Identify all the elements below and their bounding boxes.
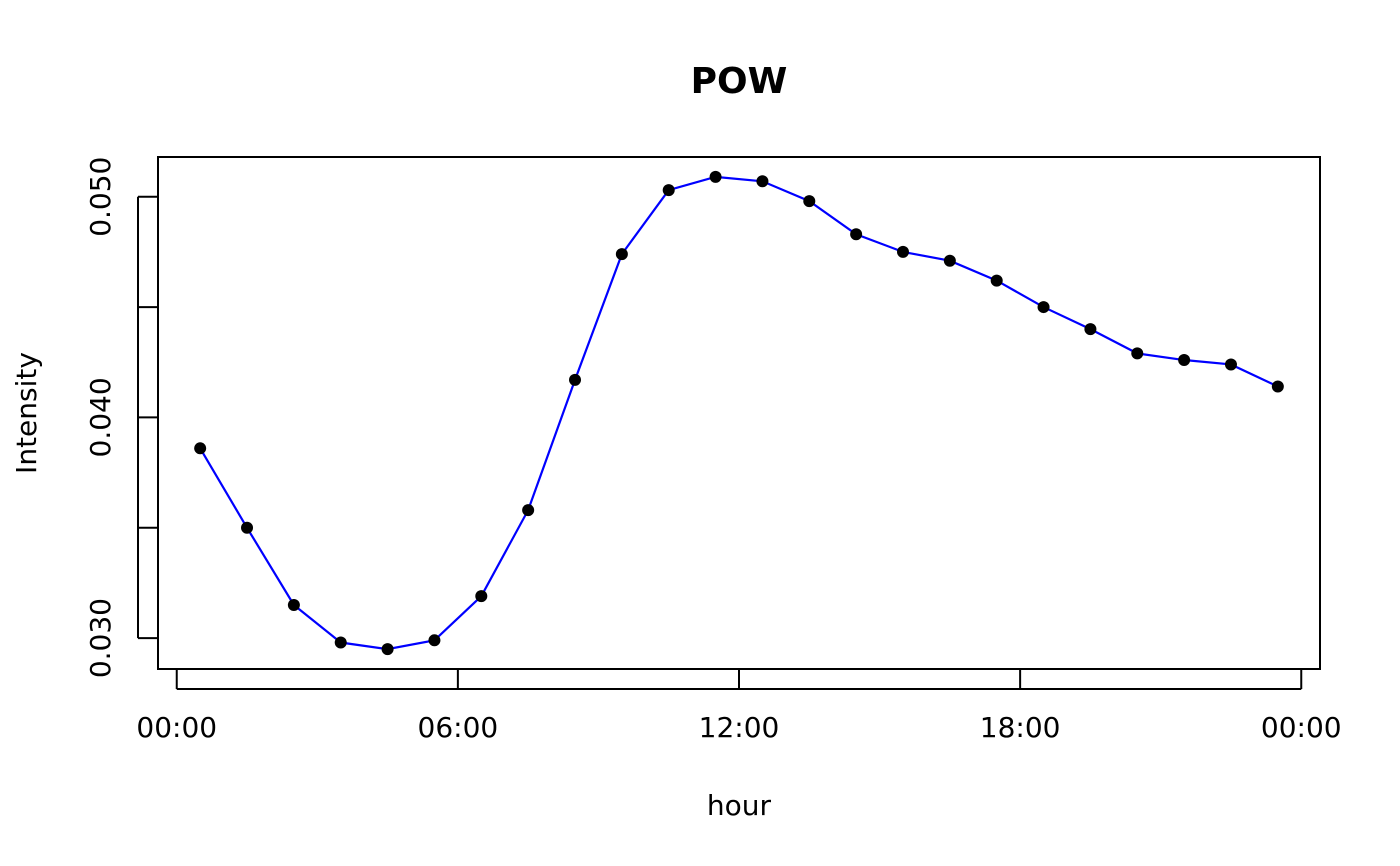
y-tick-label: 0.030 bbox=[84, 598, 117, 678]
data-point bbox=[569, 373, 582, 386]
data-point bbox=[803, 195, 816, 208]
data-point bbox=[615, 248, 628, 261]
x-tick-label: 12:00 bbox=[699, 711, 780, 744]
data-point bbox=[756, 175, 769, 188]
y-tick-label: 0.040 bbox=[84, 377, 117, 457]
data-point bbox=[1131, 347, 1144, 360]
data-point bbox=[1037, 301, 1050, 314]
data-point bbox=[850, 228, 863, 241]
data-point bbox=[522, 504, 535, 517]
data-point bbox=[241, 521, 254, 534]
data-point bbox=[194, 442, 207, 455]
x-axis-label: hour bbox=[707, 789, 772, 822]
x-tick-label: 00:00 bbox=[1261, 711, 1342, 744]
data-point bbox=[428, 634, 441, 647]
data-point bbox=[896, 245, 909, 258]
plot-frame bbox=[157, 156, 1321, 670]
y-axis-label: Intensity bbox=[10, 352, 43, 474]
data-point bbox=[1271, 380, 1284, 393]
y-tick-label: 0.050 bbox=[84, 157, 117, 237]
data-point bbox=[1224, 358, 1237, 371]
data-point bbox=[334, 636, 347, 649]
data-point bbox=[287, 599, 300, 611]
y-axis: 0.030 0.040 0.050 bbox=[84, 157, 158, 678]
data-point bbox=[709, 170, 722, 183]
data-point bbox=[1084, 323, 1097, 336]
data-point bbox=[990, 274, 1003, 287]
data-point bbox=[475, 590, 488, 603]
x-axis: 00:00 06:00 12:00 18:00 00:00 bbox=[136, 669, 1342, 744]
data-point bbox=[1178, 354, 1191, 367]
series-layer bbox=[194, 170, 1284, 656]
series-line bbox=[199, 175, 1279, 651]
x-tick-label: 00:00 bbox=[136, 711, 217, 744]
data-point bbox=[662, 184, 675, 197]
data-point bbox=[381, 643, 394, 656]
x-tick-label: 06:00 bbox=[418, 711, 499, 744]
chart-title: POW bbox=[691, 61, 788, 102]
x-tick-label: 18:00 bbox=[980, 711, 1061, 744]
data-point bbox=[943, 254, 956, 267]
